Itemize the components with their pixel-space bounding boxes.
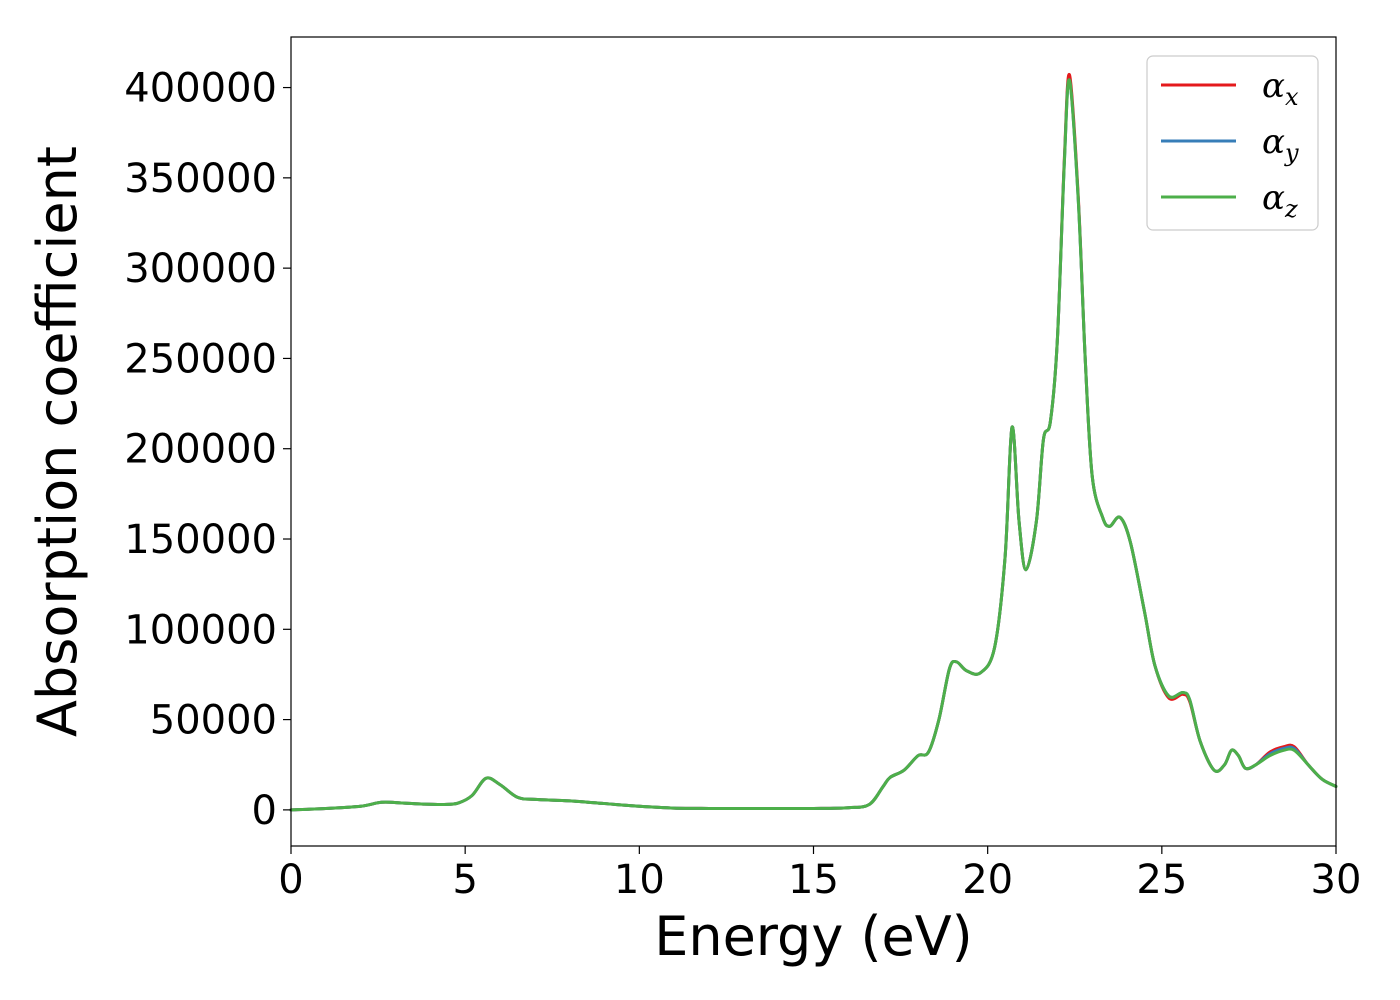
legend-subscript: z (1284, 195, 1298, 223)
x-tick-label: 25 (1136, 857, 1187, 903)
y-tick-label: 0 (252, 788, 277, 834)
x-tick-label: 20 (962, 857, 1013, 903)
legend-label-z: αz (1262, 178, 1298, 223)
x-tick-label: 0 (278, 857, 303, 903)
legend-label-x: αx (1262, 66, 1299, 111)
x-axis-ticks: 0 5 10 15 20 25 30 (278, 846, 1361, 903)
y-tick-label: 50000 (150, 698, 277, 744)
legend-box (1146, 55, 1319, 231)
x-tick-label: 5 (452, 857, 477, 903)
legend-label-y: αy (1262, 122, 1299, 167)
y-tick-label: 100000 (124, 607, 277, 653)
y-tick-label: 250000 (124, 336, 277, 382)
y-tick-label: 200000 (124, 427, 277, 473)
x-tick-label: 30 (1311, 857, 1362, 903)
y-axis-label: Absorption coefficient (26, 146, 89, 737)
y-tick-label: 400000 (124, 66, 277, 112)
legend-symbol: α (1262, 66, 1285, 106)
y-axis-ticks: 0 50000 100000 150000 200000 250000 300000 3500… (124, 66, 291, 834)
series-layer (289, 73, 1338, 812)
legend-subscript: x (1285, 83, 1299, 111)
y-tick-label: 350000 (124, 156, 277, 202)
legend-symbol: α (1262, 122, 1285, 162)
series-line-z (289, 78, 1338, 812)
y-tick-label: 150000 (124, 517, 277, 563)
x-tick-label: 15 (788, 857, 839, 903)
legend-subscript: y (1284, 139, 1299, 167)
legend-symbol: α (1262, 178, 1285, 218)
y-tick-label: 300000 (124, 246, 277, 292)
x-tick-label: 10 (614, 857, 665, 903)
x-axis-label: Energy (eV) (654, 905, 973, 968)
